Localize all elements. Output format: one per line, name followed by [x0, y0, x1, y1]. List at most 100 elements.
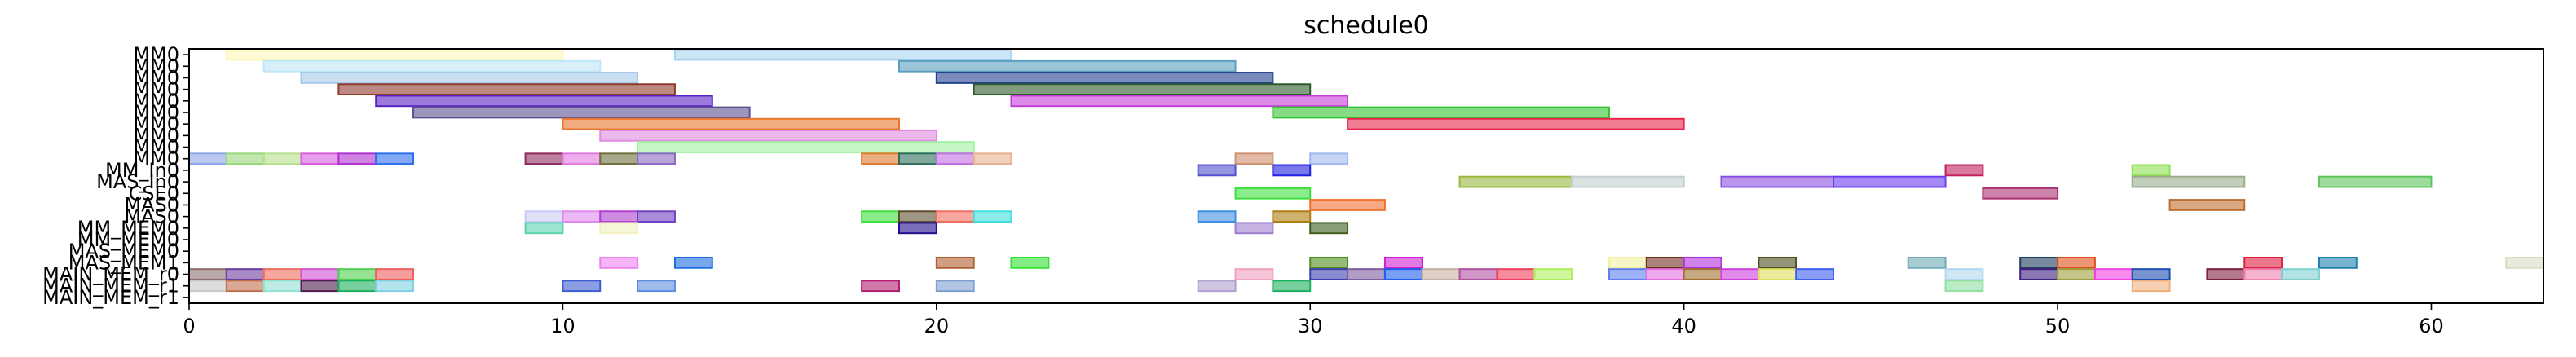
task-bar [188, 152, 227, 165]
task-bar [225, 280, 265, 293]
task-bar [898, 60, 1237, 73]
task-bar [1234, 152, 1274, 165]
task-bar [337, 152, 377, 165]
task-bar [2168, 199, 2246, 211]
task-bar [375, 268, 415, 280]
task-bar [562, 210, 602, 223]
task-bar [673, 48, 1012, 61]
task-bar [262, 60, 602, 73]
task-bar [2019, 256, 2059, 269]
task-bar [2243, 268, 2283, 280]
task-bar [300, 152, 340, 165]
task-bar [935, 152, 975, 165]
task-bar [1833, 175, 1947, 188]
task-bar [1683, 256, 1722, 269]
task-bar [1795, 268, 1835, 280]
task-bar [637, 210, 676, 223]
task-bar [262, 152, 302, 165]
task-bar [637, 141, 975, 153]
x-axis: 0 10 20 30 40 50 60 [183, 303, 2444, 337]
task-bar [225, 48, 564, 61]
task-bar [1197, 164, 1237, 177]
task-bar [898, 210, 937, 223]
task-bar [973, 152, 1012, 165]
task-bar [337, 268, 377, 280]
y-tick-label: MAS0 [124, 193, 179, 216]
y-tick-label: MM0 [133, 136, 179, 159]
task-bar [973, 83, 1312, 96]
y-axis: MM0MM0MM0MM0MM0MM0MM0MM0MM0MM0MM_In0MAS_… [42, 43, 189, 309]
task-bar [2019, 268, 2059, 280]
task-bar [1645, 268, 1685, 280]
task-bar [2243, 256, 2283, 269]
task-bar [637, 152, 676, 165]
task-bar [1758, 256, 1797, 269]
y-tick-label: MM0 [133, 90, 179, 112]
task-bar [1608, 256, 1647, 269]
y-tick-label: MAS0 [124, 205, 179, 228]
y-tick-label: MM0 [133, 124, 179, 147]
task-bar [1720, 268, 1760, 280]
y-tick-label: MM0 [133, 112, 179, 135]
task-bar [524, 210, 564, 223]
task-bar [1982, 187, 2059, 200]
task-bar [1197, 280, 1237, 293]
task-bar [562, 152, 602, 165]
y-tick-label: MM0 [133, 66, 179, 89]
task-bar [375, 152, 415, 165]
task-bar [524, 152, 564, 165]
y-tick-label: MM0 [133, 43, 179, 66]
task-bar [1309, 152, 1349, 165]
task-bar [1758, 268, 1797, 280]
task-bar [2206, 268, 2246, 280]
task-bar [2131, 164, 2171, 177]
task-bar [599, 210, 639, 223]
task-bar [935, 210, 975, 223]
task-bar [412, 106, 751, 119]
task-bar [599, 222, 639, 235]
y-tick-label: MM0 [133, 101, 179, 124]
x-tick-label: 40 [1671, 315, 1696, 337]
task-bar [1272, 106, 1610, 119]
task-bar [599, 152, 639, 165]
y-tick-label: MAS_In0 [96, 170, 179, 193]
y-tick-label: MAIN_MEM_r1 [42, 286, 179, 309]
task-bar [1458, 175, 1573, 188]
task-bar [2505, 256, 2544, 269]
task-bar [337, 83, 676, 96]
task-bar [188, 268, 227, 280]
task-bar [1608, 268, 1647, 280]
task-bar [973, 210, 1012, 223]
task-bar [2281, 268, 2320, 280]
y-tick-label: MM_In0 [105, 159, 179, 182]
task-bar [225, 152, 265, 165]
task-bar [1272, 164, 1312, 177]
task-bar [2057, 256, 2096, 269]
task-bar [1234, 268, 1274, 280]
task-bar [524, 222, 564, 235]
x-tick-label: 10 [550, 315, 576, 337]
task-bar [2131, 280, 2171, 293]
task-bar [188, 280, 227, 293]
task-bar [1010, 95, 1349, 108]
task-bar [225, 268, 265, 280]
task-bar [1234, 222, 1274, 235]
y-tick-label: MM_MEM0 [77, 228, 179, 251]
task-bar [861, 152, 900, 165]
y-tick-label: MAS_MEM1 [68, 251, 179, 274]
task-bar [2093, 268, 2133, 280]
task-bar [898, 152, 937, 165]
task-bar [1309, 222, 1349, 235]
task-bar [562, 280, 602, 293]
task-bar [1458, 268, 1498, 280]
y-tick-label: MM0 [133, 78, 179, 101]
y-tick-label: CSE0 [129, 182, 179, 205]
task-bar [337, 280, 377, 293]
task-bar [1347, 268, 1386, 280]
task-bar [898, 222, 937, 235]
task-bar [262, 268, 302, 280]
task-bar [1907, 256, 1947, 269]
task-bar [300, 268, 340, 280]
task-bar [300, 72, 639, 84]
